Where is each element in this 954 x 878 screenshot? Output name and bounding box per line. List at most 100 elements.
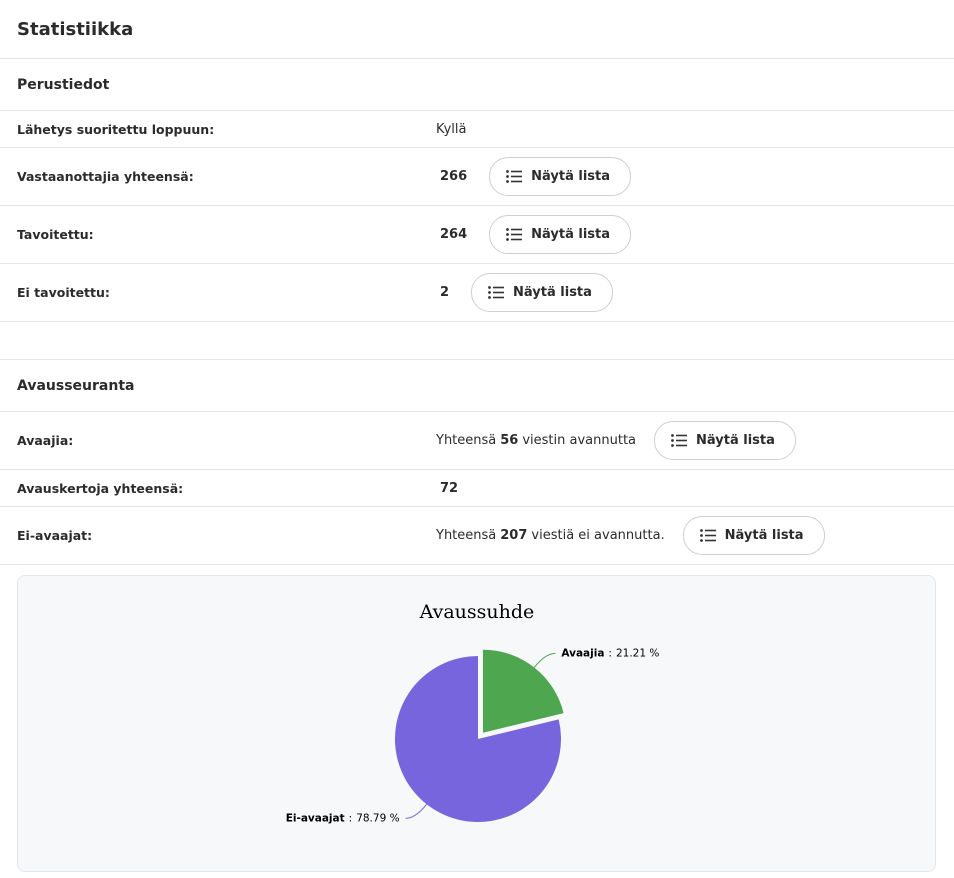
icon-bar — [511, 180, 523, 183]
row-value: 72 — [436, 481, 462, 496]
list-icon — [699, 529, 716, 542]
value-prefix: Yhteensä — [436, 433, 497, 448]
row-value: Yhteensä 56 viestin avannutta Näytä lista — [436, 421, 796, 460]
sections: Perustiedot Lähetys suoritettu loppuun: Ky… — [0, 59, 954, 565]
button-label: Näytä lista — [531, 169, 611, 184]
show-list-button[interactable]: Näytä lista — [489, 215, 632, 254]
row-label: Tavoitettu: — [17, 227, 94, 242]
slice-label: Avaajia:21.21 % — [561, 647, 659, 659]
slice-label: Ei-avaajat:78.79 % — [286, 812, 400, 824]
icon-dot — [671, 434, 674, 437]
icon-bar — [704, 539, 716, 542]
value: 264 — [440, 227, 468, 242]
slice-value: 78.79 % — [356, 812, 399, 824]
list-icon — [488, 286, 505, 299]
list-icon — [506, 170, 523, 183]
list-icon — [506, 228, 523, 241]
stat-row: Avaajia: Yhteensä 56 viestin avannutta Näytä… — [0, 412, 954, 470]
row-label: Avaajia: — [17, 433, 74, 448]
slice-value: 21.21 % — [616, 647, 659, 659]
icon-dot — [671, 439, 674, 442]
icon-dot — [488, 291, 491, 294]
leader-line — [533, 652, 556, 668]
icon-bar — [676, 439, 688, 442]
icon-dot — [506, 180, 510, 183]
icon-dot — [506, 233, 510, 236]
icon-bar — [493, 291, 505, 294]
stat-row: Tavoitettu: 264 Näytä lista — [0, 206, 954, 264]
row-label: Lähetys suoritettu loppuun: — [17, 121, 215, 137]
icon-bar — [511, 170, 523, 173]
row-label: Ei tavoitettu: — [17, 285, 110, 300]
value: 2 — [440, 285, 450, 300]
icon-bar — [676, 434, 688, 437]
chart: Avaussuhde Avaajia:21.21 %Ei-avaajat:78.… — [286, 601, 660, 824]
row-value: 266 Näytä lista — [436, 157, 632, 196]
show-list-button[interactable]: Näytä lista — [682, 516, 825, 555]
stat-row: Ei tavoitettu: 2 Näytä lista — [0, 264, 954, 322]
section-title: Perustiedot — [0, 59, 954, 111]
row-value: Kyllä — [436, 122, 466, 137]
icon-bar — [676, 444, 688, 447]
chart-title: Avaussuhde — [419, 601, 535, 623]
stat-row: Avauskertoja yhteensä: 72 — [0, 470, 954, 507]
row-value: 264 Näytä lista — [436, 215, 632, 254]
stat-row: Ei-avaajat: Yhteensä 207 viestiä ei avannut… — [0, 507, 954, 565]
icon-bar — [511, 238, 523, 241]
label-separator: : — [608, 647, 612, 659]
stat-row: Vastaanottajia yhteensä: 266 Näytä lista — [0, 148, 954, 206]
button-label: Näytä lista — [696, 433, 775, 448]
row-label: Ei-avaajat: — [17, 528, 93, 543]
value: 266 — [440, 169, 468, 184]
icon-bar — [511, 233, 523, 236]
icon-dot — [671, 444, 674, 447]
icon-bar — [493, 296, 505, 299]
icon-bar — [704, 534, 716, 537]
slice-name: Avaajia — [561, 647, 604, 659]
icon-dot — [506, 238, 510, 241]
row-label: Vastaanottajia yhteensä: — [17, 169, 194, 184]
value: 207 — [500, 528, 528, 543]
show-list-button[interactable]: Näytä lista — [654, 421, 796, 460]
show-list-button[interactable]: Näytä lista — [471, 273, 613, 312]
list-icon — [671, 434, 688, 447]
icon-dot — [488, 296, 491, 299]
button-label: Näytä lista — [724, 528, 804, 543]
icon-bar — [493, 286, 505, 289]
value-suffix: viestin avannutta — [522, 433, 637, 448]
value-prefix: Yhteensä — [436, 528, 497, 543]
pie-slice — [395, 656, 561, 822]
button-label: Näytä lista — [531, 227, 611, 242]
page-title: Statistiikka — [0, 0, 954, 59]
icon-bar — [511, 228, 523, 231]
icon-bar — [511, 175, 523, 178]
label-separator: : — [349, 812, 353, 824]
value: 56 — [500, 433, 519, 448]
slice-name: Ei-avaajat — [286, 812, 345, 824]
row-value: 2 Näytä lista — [436, 273, 613, 312]
app: Statistiikka Perustiedot Lähetys suoritet… — [0, 0, 954, 565]
icon-dot — [699, 539, 703, 542]
icon-dot — [506, 228, 510, 231]
row-label: Avauskertoja yhteensä: — [17, 480, 184, 496]
show-list-button[interactable]: Näytä lista — [489, 157, 632, 196]
spacer — [0, 322, 954, 360]
chart-panel: Avaussuhde Avaajia:21.21 % Ei-avaajat:78.… — [17, 575, 936, 872]
leader-line — [405, 803, 428, 819]
row-value: Yhteensä 207 viestiä ei avannutta. Näytä li… — [436, 516, 825, 555]
value: 72 — [440, 480, 459, 496]
icon-dot — [488, 286, 491, 289]
icon-dot — [699, 534, 703, 537]
button-label: Näytä lista — [513, 285, 592, 300]
icon-dot — [506, 170, 510, 173]
stat-row: Lähetys suoritettu loppuun: Kyllä — [0, 111, 954, 148]
value-suffix: viestiä ei avannutta. — [531, 528, 665, 543]
section-title: Avausseuranta — [0, 360, 954, 412]
value: Kyllä — [436, 121, 467, 137]
icon-dot — [699, 529, 703, 532]
icon-dot — [506, 175, 510, 178]
icon-bar — [704, 529, 716, 532]
pie-slice — [482, 649, 564, 733]
